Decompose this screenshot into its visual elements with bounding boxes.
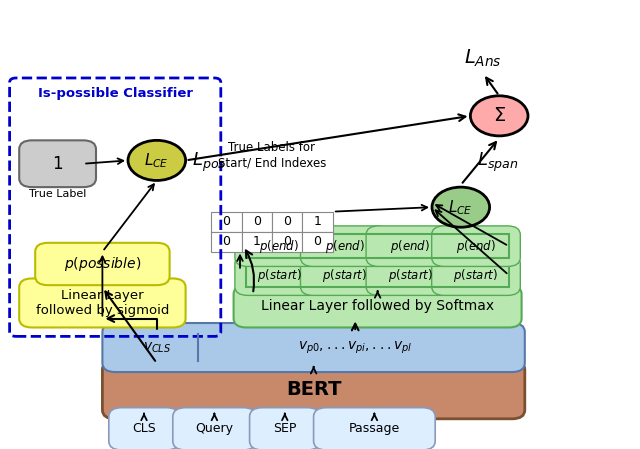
- FancyBboxPatch shape: [432, 255, 520, 295]
- Text: CLS: CLS: [132, 423, 156, 436]
- Text: $L_{Ans}$: $L_{Ans}$: [465, 48, 502, 69]
- Text: $L_{span}$: $L_{span}$: [477, 151, 518, 174]
- FancyBboxPatch shape: [366, 226, 454, 266]
- FancyBboxPatch shape: [235, 226, 323, 266]
- FancyBboxPatch shape: [301, 226, 389, 266]
- FancyBboxPatch shape: [102, 323, 525, 372]
- Text: True Labels for
Start/ End Indexes: True Labels for Start/ End Indexes: [218, 141, 326, 169]
- FancyBboxPatch shape: [35, 243, 170, 285]
- Ellipse shape: [432, 187, 490, 227]
- Ellipse shape: [128, 141, 186, 180]
- Circle shape: [470, 96, 528, 136]
- Text: $p(end)$: $p(end)$: [456, 238, 496, 255]
- Bar: [242, 211, 272, 232]
- FancyBboxPatch shape: [314, 408, 435, 449]
- Text: $p(end)$: $p(end)$: [325, 238, 365, 255]
- FancyBboxPatch shape: [109, 408, 179, 449]
- FancyBboxPatch shape: [19, 141, 96, 187]
- Text: 0: 0: [223, 215, 230, 228]
- Text: $p(end)$: $p(end)$: [259, 238, 299, 255]
- Text: 0: 0: [284, 235, 291, 248]
- Text: $p(start)$: $p(start)$: [454, 267, 499, 284]
- Text: $p(start)$: $p(start)$: [257, 267, 301, 284]
- Text: 0: 0: [253, 215, 261, 228]
- Bar: [242, 232, 272, 252]
- FancyBboxPatch shape: [173, 408, 256, 449]
- Text: $\Sigma$: $\Sigma$: [493, 106, 506, 125]
- Bar: [272, 211, 302, 232]
- FancyBboxPatch shape: [366, 255, 454, 295]
- Text: $v_{p0},...v_{pi},...v_{pl}$: $v_{p0},...v_{pi},...v_{pl}$: [298, 339, 412, 356]
- Bar: [211, 211, 242, 232]
- FancyBboxPatch shape: [19, 278, 186, 327]
- Text: Linear Layer followed by Softmax: Linear Layer followed by Softmax: [261, 299, 494, 313]
- Text: Passage: Passage: [349, 423, 400, 436]
- FancyBboxPatch shape: [234, 285, 522, 327]
- Text: BERT: BERT: [286, 380, 341, 399]
- Text: $p(start)$: $p(start)$: [388, 267, 433, 284]
- Text: $L_{pos}$: $L_{pos}$: [192, 151, 226, 174]
- Text: $v_{CLS}$: $v_{CLS}$: [143, 340, 171, 355]
- Text: 1: 1: [253, 235, 260, 248]
- Text: 0: 0: [223, 235, 230, 248]
- Bar: [303, 211, 333, 232]
- FancyBboxPatch shape: [250, 408, 320, 449]
- FancyBboxPatch shape: [432, 226, 520, 266]
- FancyBboxPatch shape: [102, 361, 525, 419]
- Text: $L_{CE}$: $L_{CE}$: [145, 151, 169, 170]
- Text: True Label: True Label: [29, 189, 86, 199]
- Text: Query: Query: [195, 423, 234, 436]
- Text: $L_{CE}$: $L_{CE}$: [449, 198, 473, 216]
- Bar: [272, 232, 302, 252]
- Text: 1: 1: [52, 155, 63, 173]
- Text: SEP: SEP: [273, 423, 296, 436]
- FancyBboxPatch shape: [235, 255, 323, 295]
- Bar: [303, 232, 333, 252]
- Text: $p(possible)$: $p(possible)$: [64, 255, 141, 273]
- FancyBboxPatch shape: [301, 255, 389, 295]
- Text: $p(end)$: $p(end)$: [390, 238, 430, 255]
- Bar: [211, 232, 242, 252]
- Text: Linear Layer
followed by sigmoid: Linear Layer followed by sigmoid: [36, 289, 169, 317]
- Text: Is-possible Classifier: Is-possible Classifier: [38, 87, 193, 100]
- Text: 0: 0: [284, 215, 291, 228]
- Text: 0: 0: [314, 235, 322, 248]
- Text: $p(start)$: $p(start)$: [323, 267, 367, 284]
- Text: 1: 1: [314, 215, 321, 228]
